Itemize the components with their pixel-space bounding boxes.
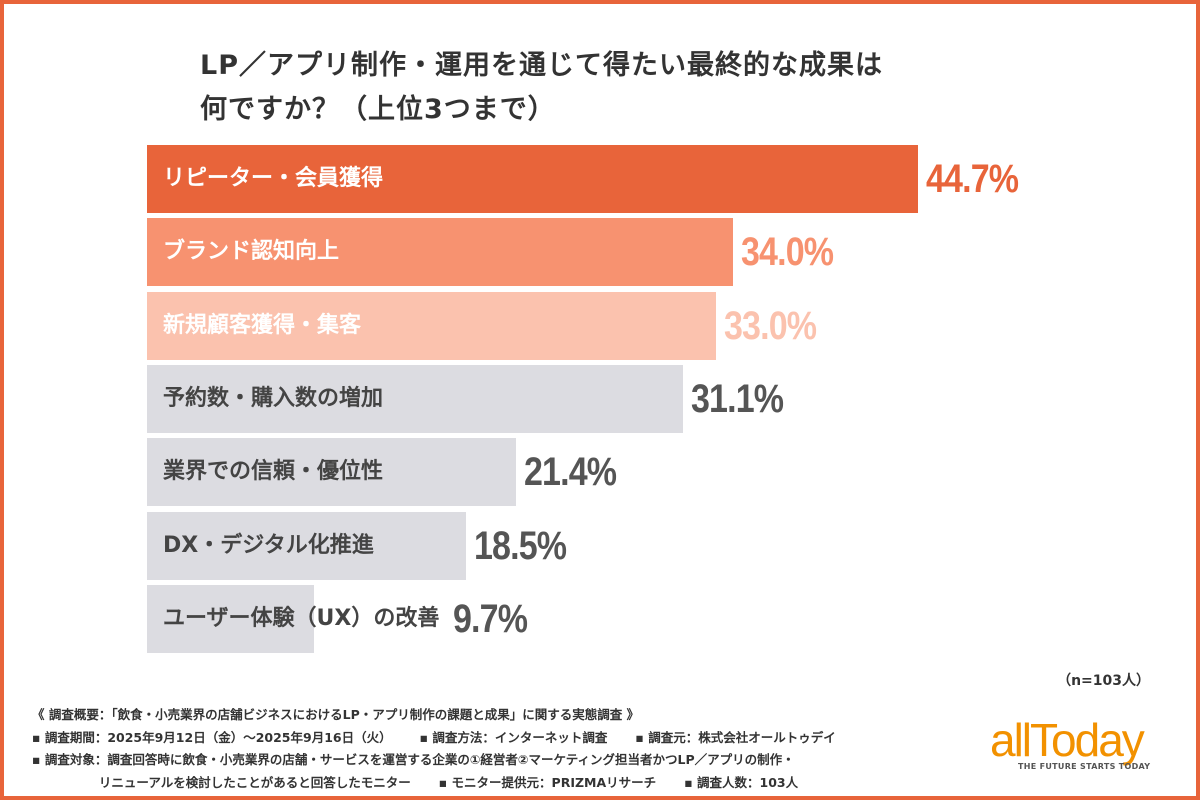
summary-item: ▪ 調査対象：調査回答時に飲食・小売業界の店舗・サービスを運営する企業の①経営者… bbox=[32, 752, 795, 767]
summary-item: ▪ モニター提供元：PRIZMAリサーチ bbox=[438, 774, 657, 790]
summary-line: 《 調査概要：「飲食・小売業界の店舗ビジネスにおけるLP・アプリ制作の課題と成果… bbox=[32, 704, 836, 727]
title-line-1: LP／アプリ制作・運用を通じて得たい最終的な成果は bbox=[200, 50, 883, 81]
bar-label: ユーザー体験（UX）の改善 bbox=[163, 605, 440, 631]
bar-label: リピーター・会員獲得 bbox=[163, 166, 384, 191]
logo-wordmark: allToday bbox=[990, 714, 1145, 766]
bar bbox=[147, 364, 684, 433]
summary-line: リニューアルを検討したことがあると回答したモニター ▪ モニター提供元：PRIZM… bbox=[32, 772, 836, 795]
bar-label: DX・デジタル化推進 bbox=[163, 532, 374, 558]
bar-chart: リピーター・会員獲得 44.7% ブランド認知向上 34.0% 新規顧客獲得・集客 33.… bbox=[147, 145, 1019, 653]
sample-size-note: （n=103人） bbox=[1057, 673, 1150, 689]
summary-item: ▪ 調査期間：2025年9月12日（金）～2025年9月16日（火） bbox=[32, 729, 392, 745]
summary-item: ▪ 調査元：株式会社オールトゥデイ bbox=[635, 729, 836, 745]
summary-line: ▪ 調査期間：2025年9月12日（金）～2025年9月16日（火） ▪ 調査方法… bbox=[32, 727, 836, 750]
bar bbox=[147, 511, 467, 580]
value-label: 33.0% bbox=[724, 303, 817, 348]
value-label: 34.0% bbox=[741, 230, 834, 275]
summary-item: リニューアルを検討したことがあると回答したモニター bbox=[32, 774, 411, 790]
value-label: 18.5% bbox=[474, 523, 567, 568]
summary-line: ▪ 調査対象：調査回答時に飲食・小売業界の店舗・サービスを運営する企業の①経営者… bbox=[32, 749, 836, 772]
chart-title: LP／アプリ制作・運用を通じて得たい最終的な成果は 何ですか？（上位3つまで） bbox=[200, 44, 883, 132]
bar-label: 予約数・購入数の増加 bbox=[163, 385, 384, 411]
value-label: 21.4% bbox=[524, 450, 617, 495]
value-label: 9.7% bbox=[453, 596, 528, 641]
summary-item: 《 調査概要：「飲食・小売業界の店舗ビジネスにおけるLP・アプリ制作の課題と成果… bbox=[32, 707, 640, 722]
summary-item: ▪ 調査人数：103人 bbox=[684, 774, 799, 790]
bar bbox=[147, 145, 918, 213]
value-label: 31.1% bbox=[691, 376, 784, 421]
title-line-2: 何ですか？（上位3つまで） bbox=[200, 94, 556, 125]
bar-label: ブランド認知向上 bbox=[163, 239, 340, 265]
survey-summary: 《 調査概要：「飲食・小売業界の店舗ビジネスにおけるLP・アプリ制作の課題と成果… bbox=[32, 704, 836, 794]
logo-tagline: THE FUTURE STARTS TODAY bbox=[1018, 762, 1151, 771]
bar-label: 業界での信頼・優位性 bbox=[163, 459, 384, 485]
alltoday-logo: allToday THE FUTURE STARTS TODAY bbox=[990, 714, 1180, 771]
value-label: 44.7% bbox=[926, 157, 1019, 201]
bar bbox=[147, 584, 315, 653]
bar bbox=[147, 291, 717, 360]
bar bbox=[147, 218, 734, 287]
summary-item: ▪ 調査方法：インターネット調査 bbox=[419, 729, 608, 745]
bar-label: 新規顧客獲得・集客 bbox=[163, 312, 362, 338]
bar bbox=[147, 438, 517, 507]
